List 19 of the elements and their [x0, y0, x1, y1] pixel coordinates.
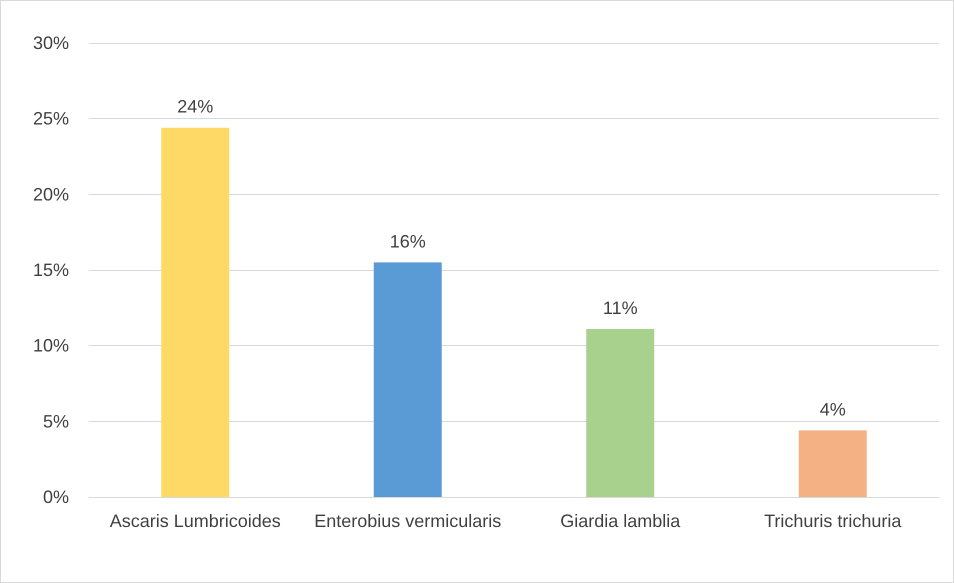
y-tick-label: 5%	[42, 411, 69, 432]
y-tick-label: 25%	[32, 108, 69, 129]
x-tick-label: Trichuris trichuria	[764, 511, 902, 531]
y-tick-label: 30%	[32, 33, 69, 53]
x-tick-label: Enterobius vermicularis	[314, 511, 502, 531]
data-label: 11%	[602, 298, 638, 318]
y-tick-label: 20%	[32, 184, 69, 204]
bar	[374, 262, 442, 497]
y-tick-label: 10%	[32, 336, 69, 356]
bar	[161, 128, 230, 497]
y-tick-label: 15%	[32, 260, 69, 280]
data-label: 24%	[177, 96, 214, 117]
x-tick-label: Giardia lamblia	[560, 511, 682, 531]
y-tick-label: 0%	[42, 487, 69, 507]
data-label: 16%	[390, 231, 426, 252]
bar	[798, 430, 867, 497]
data-label: 4%	[820, 399, 846, 420]
x-tick-label: Ascaris Lumbricoides	[110, 511, 281, 531]
bar	[586, 329, 654, 497]
